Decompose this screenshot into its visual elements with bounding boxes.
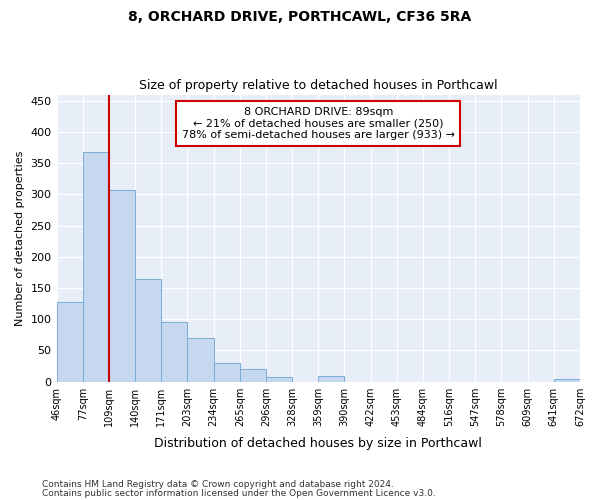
Text: Contains public sector information licensed under the Open Government Licence v3: Contains public sector information licen… bbox=[42, 488, 436, 498]
Text: Contains HM Land Registry data © Crown copyright and database right 2024.: Contains HM Land Registry data © Crown c… bbox=[42, 480, 394, 489]
Text: 8 ORCHARD DRIVE: 89sqm
← 21% of detached houses are smaller (250)
78% of semi-de: 8 ORCHARD DRIVE: 89sqm ← 21% of detached… bbox=[182, 107, 455, 140]
Bar bbox=[83, 152, 109, 382]
Bar bbox=[554, 379, 580, 382]
Y-axis label: Number of detached properties: Number of detached properties bbox=[15, 150, 25, 326]
Bar bbox=[161, 322, 187, 382]
Bar bbox=[109, 190, 135, 382]
Text: 8, ORCHARD DRIVE, PORTHCAWL, CF36 5RA: 8, ORCHARD DRIVE, PORTHCAWL, CF36 5RA bbox=[128, 10, 472, 24]
Title: Size of property relative to detached houses in Porthcawl: Size of property relative to detached ho… bbox=[139, 79, 497, 92]
Bar bbox=[240, 369, 266, 382]
Bar bbox=[135, 278, 161, 382]
Bar bbox=[187, 338, 214, 382]
Bar bbox=[214, 363, 240, 382]
Bar bbox=[266, 376, 292, 382]
Bar bbox=[318, 376, 344, 382]
X-axis label: Distribution of detached houses by size in Porthcawl: Distribution of detached houses by size … bbox=[154, 437, 482, 450]
Bar bbox=[56, 302, 83, 382]
